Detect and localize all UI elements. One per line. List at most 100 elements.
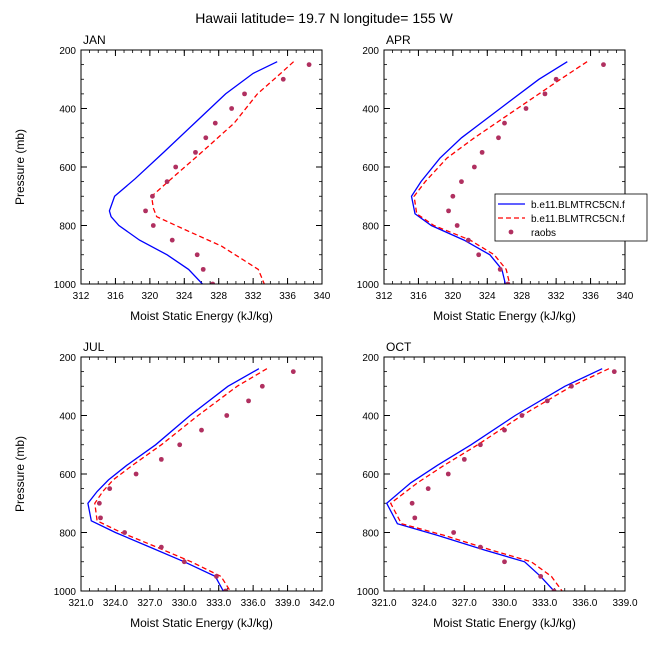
raobs-point [461,456,467,462]
raobs-point [569,383,574,389]
x-tick-label: 328 [210,291,227,302]
series-group [108,61,312,284]
raobs-point [502,559,507,565]
raobs-point [502,427,507,433]
x-tick-label: 324 [176,291,193,302]
series-line-solid [385,368,603,591]
series-line-solid [108,61,278,284]
y-tick-label: 800 [362,529,379,540]
y-tick-label: 400 [362,412,379,423]
raobs-point [553,76,559,82]
plot-frame [80,356,323,592]
x-tick-label: 333.0 [532,598,557,609]
legend-label: raobs [531,228,556,239]
x-tick-label: 339.0 [612,598,637,609]
x-tick-label: 312 [376,291,393,302]
y-tick-label: 800 [59,529,76,540]
x-tick-label: 339.0 [275,598,300,609]
raobs-point [223,588,228,591]
x-tick-label: 312 [73,291,90,302]
raobs-point [98,515,103,521]
series-line-dashed [150,61,295,284]
x-tick-label: 324.0 [103,598,128,609]
raobs-point [445,471,451,477]
raobs-point [459,179,464,185]
raobs-point [496,135,501,141]
y-tick-label: 600 [59,163,76,174]
x-tick-label: 320 [142,291,159,302]
x-tick-label: 336 [582,291,599,302]
raobs-point [224,413,230,418]
x-tick-label: 324 [479,291,496,302]
raobs-point [150,193,155,199]
raobs-point [177,442,183,448]
raobs-point [214,573,219,579]
legend-box [494,193,648,242]
x-tick-label: 316 [107,291,124,302]
x-tick-label: 320 [445,291,462,302]
raobs-point [611,369,617,375]
panel-label: JUL [83,340,105,354]
x-axis-label: Moist Static Energy (kJ/kg) [130,309,273,323]
y-tick-label: 200 [362,353,379,364]
raobs-point [479,149,485,155]
x-tick-label: 330.0 [172,598,197,609]
panel-label: JAN [83,33,106,47]
y-tick-label: 200 [362,46,379,57]
raobs-point [601,62,606,68]
raobs-point [290,369,296,375]
raobs-point [412,515,418,521]
x-tick-label: 321.0 [371,598,396,609]
series-group [87,368,296,591]
x-tick-label: 327.0 [452,598,477,609]
raobs-point [519,413,525,418]
x-axis-label: Moist Static Energy (kJ/kg) [433,616,576,630]
raobs-point [229,106,235,111]
raobs-point [181,559,187,565]
chart-panel-oct: OCT 321.0 324.0 327.0 330.0 333.0 336.0 339.0 20… [357,340,638,630]
y-tick-label: 400 [362,105,379,116]
raobs-point [194,252,200,258]
y-tick-label: 1000 [357,280,380,291]
x-axis-label: Moist Static Energy (kJ/kg) [433,309,576,323]
chart-panel-jul: JUL 321.0 324.0 327.0 330.0 333.0 336.0 339.0 34… [13,340,335,630]
raobs-point [471,164,477,170]
y-tick-label: 800 [59,222,76,233]
x-tick-label: 332 [548,291,565,302]
y-axis-label: Pressure (mb) [13,129,27,205]
raobs-point [451,530,457,535]
raobs-point [107,486,113,492]
y-tick-label: 400 [59,412,76,423]
y-tick-label: 1000 [54,587,77,598]
y-tick-label: 1000 [357,587,380,598]
raobs-point [169,237,175,243]
raobs-point [150,223,156,228]
x-tick-label: 342.0 [309,598,334,609]
x-tick-label: 340 [314,291,331,302]
raobs-point [450,193,456,199]
x-axis-label: Moist Static Energy (kJ/kg) [130,616,273,630]
y-tick-label: 600 [59,470,76,481]
x-tick-label: 316 [410,291,427,302]
raobs-point [497,266,503,272]
raobs-point [476,252,482,258]
chart-panel-jan: JAN 312 316 320 324 328 332 336 340 200 400 600 800 1… [13,33,331,323]
y-tick-label: 400 [59,105,76,116]
raobs-point [523,106,529,111]
plot-frame [383,356,626,592]
y-axis-label: Pressure (mb) [13,436,27,512]
x-tick-label: 336.0 [572,598,597,609]
raobs-point [409,500,415,506]
raobs-point [544,398,550,404]
y-tick-label: 600 [362,163,379,174]
raobs-point [465,237,471,243]
y-tick-label: 200 [59,353,76,364]
raobs-point [280,76,286,82]
raobs-point [538,573,544,579]
raobs-point [542,91,548,97]
series-group [385,368,617,591]
series-line-dashed [389,368,610,591]
raobs-point [210,281,216,284]
x-tick-label: 336 [279,291,296,302]
y-tick-label: 200 [59,46,76,57]
